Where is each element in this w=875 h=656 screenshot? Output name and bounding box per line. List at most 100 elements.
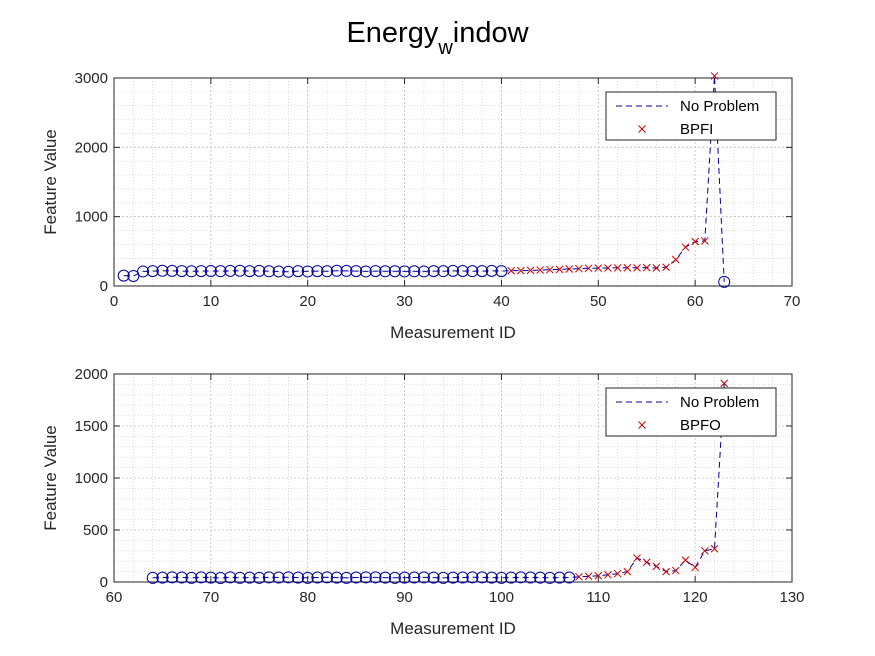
x-marker xyxy=(710,544,719,553)
x-marker xyxy=(575,264,583,273)
x-tick-label: 120 xyxy=(683,589,708,606)
x-marker xyxy=(671,566,680,575)
circle-marker xyxy=(369,571,382,584)
legend: No Problem BPFO xyxy=(605,387,777,437)
circle-marker xyxy=(117,269,130,282)
circle-marker xyxy=(524,571,537,584)
legend-label: No Problem xyxy=(680,394,759,411)
circle-marker xyxy=(427,571,440,584)
circle-marker xyxy=(359,265,372,278)
circle-marker xyxy=(137,265,150,278)
circle-marker xyxy=(262,571,275,584)
title-rest: indow xyxy=(453,17,530,49)
circle-marker xyxy=(214,265,227,278)
circle-marker xyxy=(311,571,324,584)
circle-marker xyxy=(369,265,382,278)
x-marker xyxy=(536,266,545,274)
circle-marker xyxy=(350,571,363,584)
x-marker xyxy=(662,263,670,272)
bottom-subplot: 60 70 80 90 100 110 120 130 0 500 1000 1500 2000 Meas… xyxy=(41,366,805,638)
circle-marker xyxy=(243,571,256,584)
x-tick-label: 80 xyxy=(299,589,316,606)
circle-marker xyxy=(233,571,246,584)
legend-label: BPFO xyxy=(680,417,721,434)
x-tick-label: 70 xyxy=(784,293,801,310)
x-marker xyxy=(623,567,632,576)
circle-marker xyxy=(447,571,459,584)
x-marker xyxy=(671,255,680,264)
y-tick-label: 0 xyxy=(100,574,108,591)
circle-marker xyxy=(146,265,159,278)
x-tick-label: 10 xyxy=(203,293,220,310)
circle-marker xyxy=(476,571,489,584)
x-marker xyxy=(710,72,719,80)
circle-marker xyxy=(437,265,450,278)
top-subplot: 0 10 20 30 40 50 60 70 0 1000 2000 3000 Measurement … xyxy=(41,70,800,342)
circle-marker xyxy=(485,571,498,584)
x-marker xyxy=(720,379,729,388)
x-tick-label: 60 xyxy=(687,293,704,310)
circle-marker xyxy=(301,571,314,584)
circle-marker xyxy=(485,264,498,277)
circle-marker xyxy=(456,265,469,278)
circle-marker xyxy=(185,265,198,278)
x-marker xyxy=(555,265,564,274)
x-tick-label: 130 xyxy=(779,589,804,606)
circle-marker xyxy=(427,265,440,278)
circle-marker xyxy=(437,571,450,584)
circle-marker xyxy=(185,571,198,584)
circle-marker xyxy=(204,265,217,278)
y-tick-label: 0 xyxy=(100,278,108,295)
legend: No Problem BPFI xyxy=(605,91,777,141)
x-marker xyxy=(584,264,593,273)
circle-marker xyxy=(311,265,324,278)
circle-marker xyxy=(398,265,411,278)
figure-title: Energywindow xyxy=(346,17,529,59)
circle-marker xyxy=(233,264,246,277)
circle-marker xyxy=(330,571,343,584)
circle-marker xyxy=(417,571,430,584)
circle-marker xyxy=(272,571,285,584)
x-marker xyxy=(642,558,651,567)
circle-marker xyxy=(214,572,227,585)
circle-marker xyxy=(321,571,334,584)
circle-marker xyxy=(204,571,217,584)
circle-marker xyxy=(195,265,208,278)
legend-box xyxy=(605,91,777,141)
x-marker xyxy=(594,264,603,272)
x-marker xyxy=(691,563,699,572)
data-layer xyxy=(117,72,731,288)
x-tick-label: 100 xyxy=(489,589,514,606)
circle-marker xyxy=(417,265,430,278)
x-tick-label: 90 xyxy=(396,589,413,606)
circle-marker xyxy=(495,571,508,584)
circle-marker xyxy=(456,571,469,584)
series-line-no-problem xyxy=(123,75,725,282)
circle-marker xyxy=(340,264,353,277)
circle-marker xyxy=(243,265,256,278)
circle-marker xyxy=(505,571,518,584)
circle-marker xyxy=(398,571,411,584)
circle-marker xyxy=(262,265,275,278)
circle-marker xyxy=(350,265,363,278)
x-marker xyxy=(584,572,593,581)
legend-box xyxy=(605,387,777,437)
title-main: Energy xyxy=(346,17,438,49)
x-marker xyxy=(546,265,554,274)
x-marker xyxy=(613,263,622,272)
circle-marker xyxy=(534,571,547,584)
y-tick-label: 2000 xyxy=(75,366,108,383)
legend-label: No Problem xyxy=(680,98,759,115)
x-marker xyxy=(652,562,661,571)
circle-marker xyxy=(282,265,295,278)
x-marker xyxy=(700,546,709,555)
circle-marker xyxy=(447,264,459,277)
x-tick-label: 20 xyxy=(299,293,316,310)
circle-marker xyxy=(224,571,237,584)
circle-marker xyxy=(175,571,188,584)
legend-swatch-x xyxy=(638,125,646,133)
y-tick-label: 2000 xyxy=(75,139,108,156)
x-marker xyxy=(691,237,699,246)
circle-marker xyxy=(253,264,266,277)
